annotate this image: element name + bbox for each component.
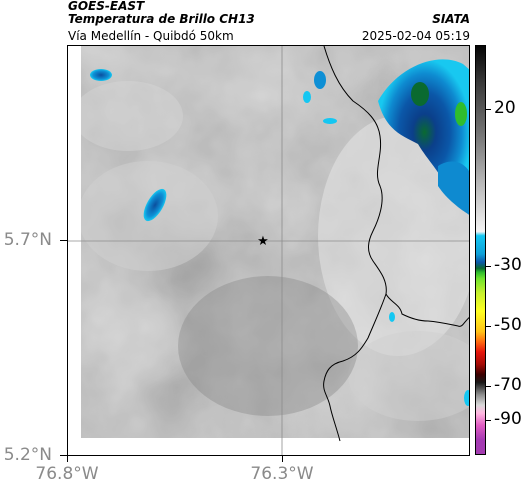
temperature-colorbar [475, 45, 486, 455]
colorbar-label: -70 [494, 375, 522, 395]
satellite-name: GOES-EAST [68, 0, 145, 13]
ytick-label: 5.2°N [3, 445, 52, 465]
colorbar-label: -30 [494, 255, 522, 275]
colorbar-label: -50 [494, 315, 522, 335]
product-title: Temperatura de Brillo CH13 [68, 12, 255, 26]
country-border [323, 46, 459, 327]
organization-label: SIATA [432, 12, 470, 26]
map-image: ★ [68, 46, 469, 455]
satellite-map: ★ [67, 45, 470, 456]
colorbar-tick [486, 326, 491, 327]
timestamp-label: 2025-02-04 05:19 [361, 29, 470, 43]
colorbar-tick [486, 420, 491, 421]
ytick-mark [60, 240, 67, 241]
ytick-mark [60, 455, 67, 456]
colorbar-tick [486, 109, 491, 110]
colorbar-tick [486, 386, 491, 387]
xtick-mark [67, 456, 68, 462]
colorbar-label: 20 [494, 98, 516, 118]
xtick-mark [282, 456, 283, 462]
department-border [323, 293, 387, 442]
star-marker: ★ [257, 234, 269, 249]
route-subtitle: Vía Medellín - Quibdó 50km [68, 29, 234, 43]
colorbar-tick [486, 266, 491, 267]
xtick-label: 76.3°W [250, 464, 314, 484]
ytick-label: 5.7°N [3, 230, 52, 250]
xtick-label: 76.8°W [35, 464, 99, 484]
colorbar-label: -90 [494, 409, 522, 429]
